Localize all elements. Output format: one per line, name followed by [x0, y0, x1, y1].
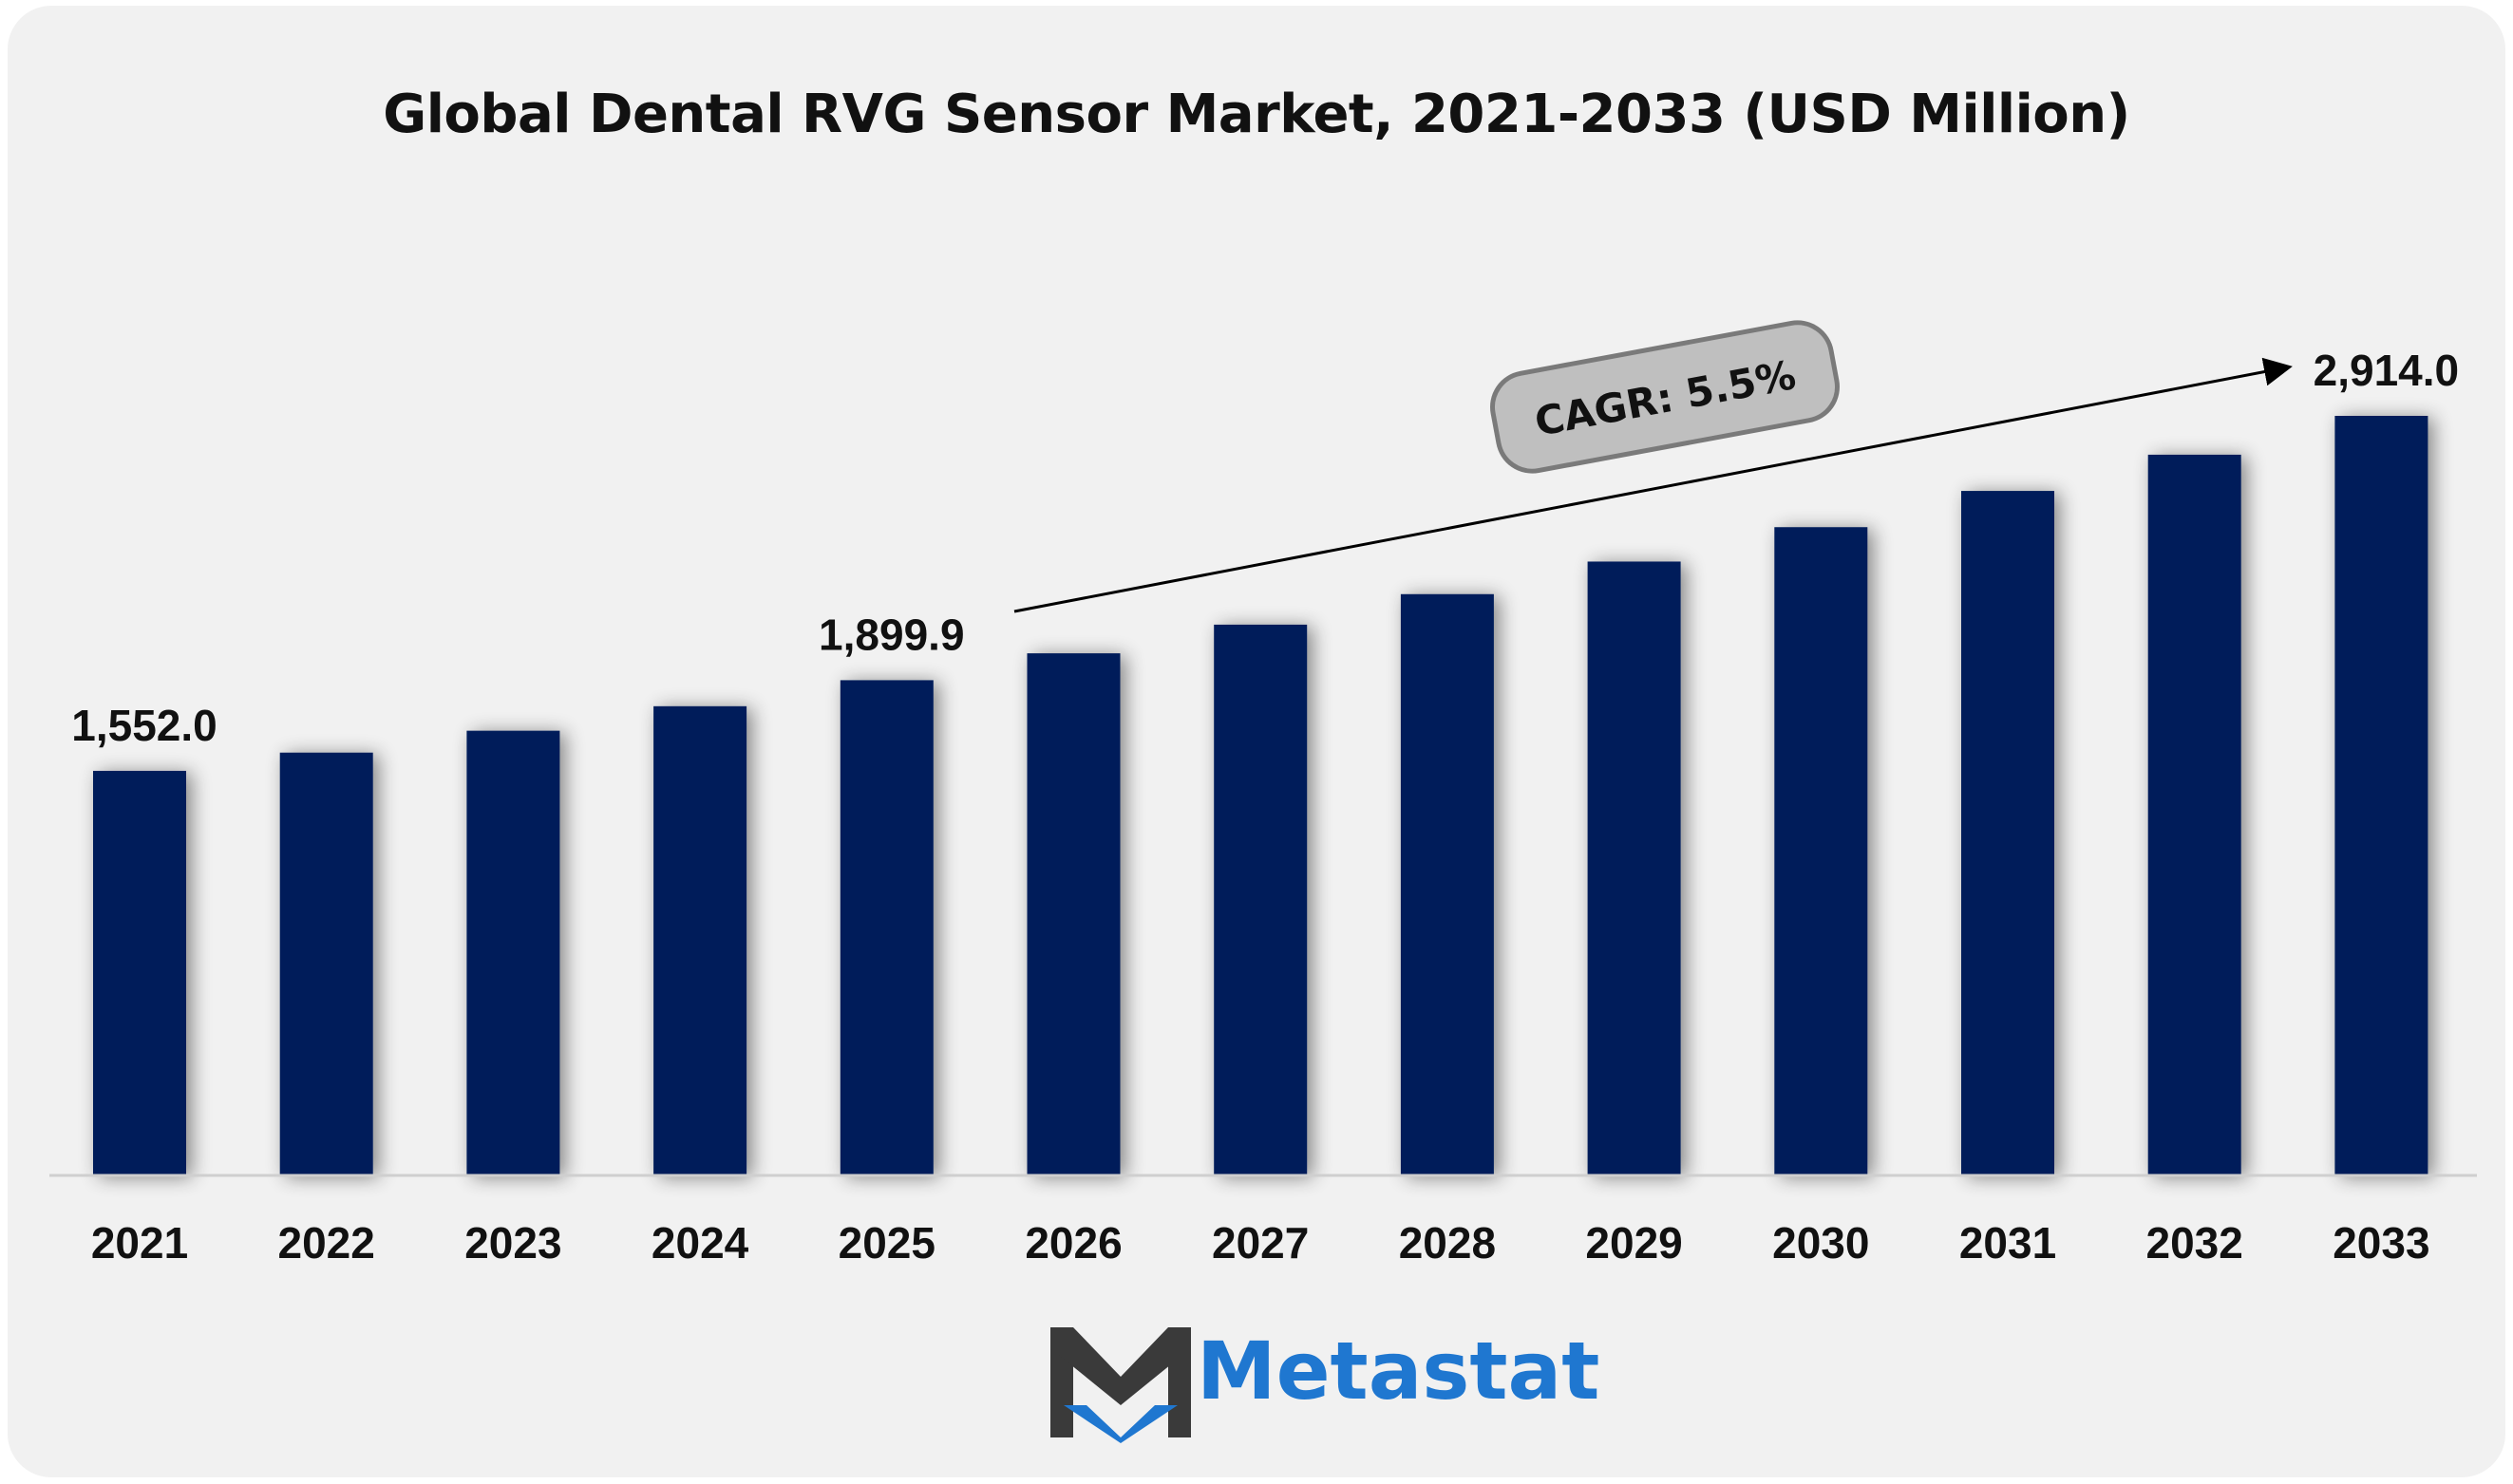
x-tick-label-2021: 2021: [91, 1218, 188, 1268]
x-tick-label-2023: 2023: [464, 1218, 561, 1268]
data-label-2033: 2,914.0: [2314, 346, 2459, 395]
bar-2026: [1027, 653, 1121, 1175]
x-tick-label-2032: 2032: [2146, 1218, 2243, 1268]
cagr-badge: CAGR: 5.5%: [1490, 320, 1840, 474]
data-labels: 1,552.0 1,899.9 2,914.0: [71, 346, 2459, 750]
data-label-2021: 1,552.0: [71, 701, 217, 750]
bar-2024: [653, 705, 747, 1175]
x-tick-label-2033: 2033: [2333, 1218, 2429, 1268]
bar-2027: [1214, 624, 1308, 1175]
bar-2033: [2334, 416, 2428, 1175]
x-tick-label-2025: 2025: [839, 1218, 935, 1268]
x-tick-label-2028: 2028: [1399, 1218, 1496, 1268]
x-tick-label-2029: 2029: [1585, 1218, 1682, 1268]
bar-2021: [93, 770, 186, 1175]
x-tick-label-2024: 2024: [652, 1218, 749, 1268]
bar-2025: [840, 680, 934, 1175]
chart-title: Global Dental RVG Sensor Market, 2021-20…: [383, 84, 2130, 145]
bar-2030: [1774, 527, 1868, 1175]
bars-layer: [93, 416, 2428, 1175]
bar-2023: [466, 730, 560, 1175]
bar-2032: [2147, 454, 2241, 1175]
x-tick-label-2027: 2027: [1212, 1218, 1309, 1268]
bar-2031: [1961, 491, 2054, 1175]
data-label-2025: 1,899.9: [819, 610, 964, 659]
x-tick-label-2026: 2026: [1025, 1218, 1122, 1268]
bar-2022: [279, 752, 373, 1175]
x-tick-label-2022: 2022: [278, 1218, 375, 1268]
x-tick-label-2030: 2030: [1772, 1218, 1869, 1268]
brand-name: Metastat: [1197, 1324, 1600, 1418]
bar-2029: [1587, 561, 1681, 1175]
bar-2028: [1400, 593, 1494, 1175]
metastat-logo-icon: [1050, 1327, 1191, 1443]
x-tick-labels: 2021 2022 2023 2024 2025 2026 2027 2028 2029 2030…: [91, 1218, 2430, 1268]
cagr-trend-arrow: [1013, 357, 2293, 613]
x-tick-label-2031: 2031: [1959, 1218, 2056, 1268]
